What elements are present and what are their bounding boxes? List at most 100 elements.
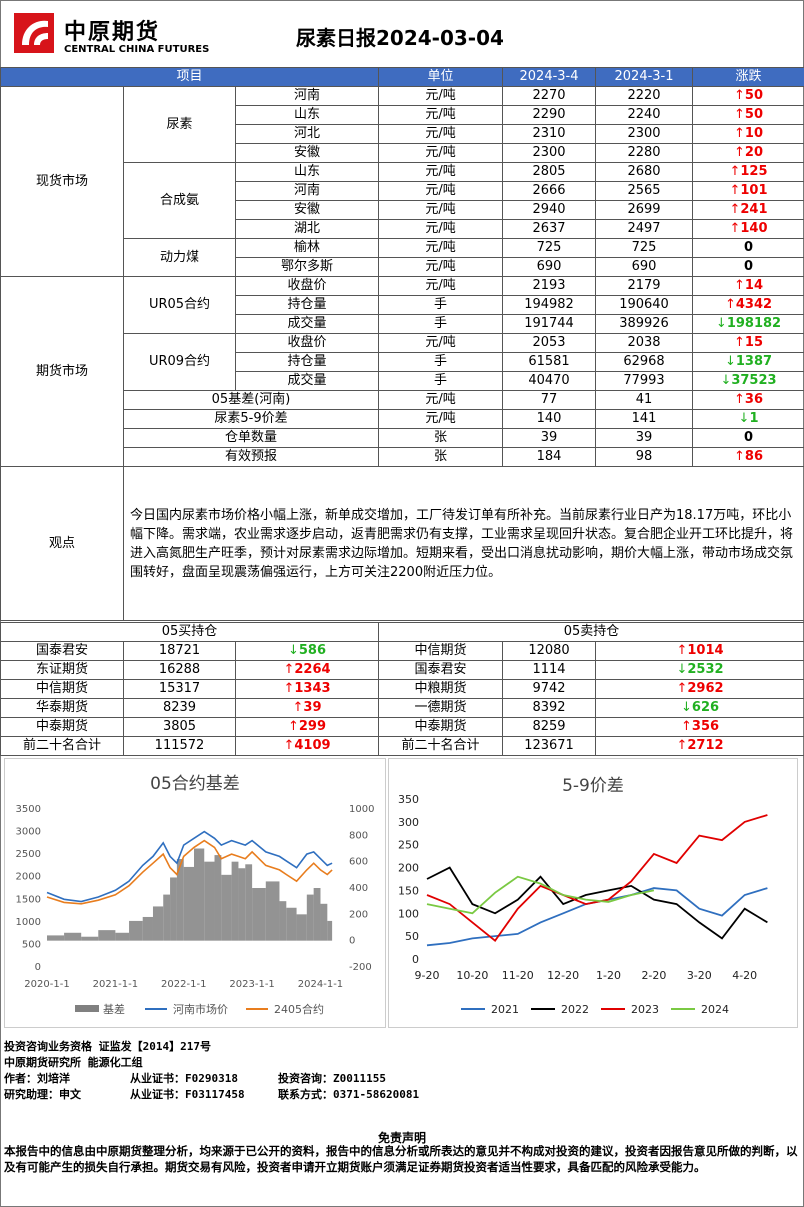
legend-item: 2024 [671, 1003, 729, 1016]
value-previous: 2280 [595, 143, 694, 163]
change-value: 2962 [687, 681, 724, 696]
y-right-tick-label: -200 [349, 962, 372, 973]
y-tick-label: 200 [398, 862, 419, 875]
y-tick-label: 0 [412, 953, 419, 966]
broker-short-name: 一德期货 [378, 698, 504, 718]
broker-short-change: ↑1014 [595, 641, 804, 661]
arrow-up-icon: ↑ [734, 278, 745, 293]
region-cell: 山东 [234, 162, 380, 182]
broker-long-value: 111572 [123, 736, 236, 756]
legend-item: 2405合约 [246, 1002, 324, 1016]
y-right-tick-label: 600 [349, 857, 368, 868]
basis-area-bar [47, 935, 65, 941]
arrow-up-icon: ↑ [729, 164, 741, 179]
legend-item: 2023 [601, 1003, 659, 1016]
series-line-henan [46, 830, 333, 903]
value-current: 2666 [502, 181, 597, 201]
value-current: 2637 [502, 219, 597, 239]
value-previous: 2220 [595, 86, 694, 106]
unit-cell: 元/吨 [378, 257, 504, 277]
unit-cell: 元/吨 [378, 276, 504, 296]
basis-area-bar [296, 914, 307, 941]
unit-cell: 手 [378, 352, 504, 372]
spread-chart: 5-9价差 0 50 100 150 200 250 300 350 9-20 10-20 11-2… [388, 758, 798, 1028]
change-value: 50 [744, 88, 764, 103]
x-tick-label: 9-20 [415, 969, 440, 982]
arrow-up-icon: ↑ [734, 107, 745, 122]
change-cell: ↑125 [692, 162, 804, 182]
region-cell: 河南 [234, 86, 380, 106]
change-value: 39 [303, 700, 322, 715]
short-positions-title: 05卖持仓 [378, 622, 804, 642]
view-row: 观点 今日国内尿素市场价格小幅上涨，新单成交增加，工厂待发订单有所补充。当前尿素行… [0, 466, 804, 621]
region-cell: 河北 [234, 124, 380, 144]
arrow-up-icon: ↑ [734, 449, 745, 464]
broker-short-change: ↑2712 [595, 736, 804, 756]
change-value: 2532 [687, 662, 724, 677]
basis-area-bar [286, 907, 297, 941]
unit-cell: 张 [378, 447, 504, 467]
value-previous: 2699 [595, 200, 694, 220]
change-cell: ↑10 [692, 124, 804, 144]
y-right-tick-label: 1000 [349, 804, 374, 815]
value-current: 191744 [502, 314, 597, 334]
y-tick-label: 300 [398, 816, 419, 829]
broker-short-name: 前二十名合计 [378, 736, 504, 756]
arrow-up-icon: ↑ [724, 297, 736, 312]
arrow-up-icon: ↑ [676, 738, 688, 753]
series-line-2023 [426, 814, 768, 943]
table-row: 华泰期货 8239 ↑39 一德期货 8392 ↓626 [0, 698, 804, 718]
change-cell: ↑20 [692, 143, 804, 163]
change-value: 1343 [294, 681, 331, 696]
broker-long-value: 15317 [123, 679, 236, 699]
region-cell: 鄂尔多斯 [234, 257, 380, 277]
positions-title-row: 05买持仓 05卖持仓 [0, 622, 804, 642]
unit-cell: 元/吨 [378, 409, 504, 429]
arrow-down-icon: ↓ [724, 354, 736, 369]
legend-item: 河南市场价 [145, 1002, 228, 1016]
region-cell: 河南 [234, 181, 380, 201]
arrow-up-icon: ↑ [676, 643, 688, 658]
basis-area-bar [194, 848, 205, 941]
change-cell: 0 [692, 257, 804, 277]
broker-long-name: 国泰君安 [0, 641, 124, 661]
broker-long-value: 8239 [123, 698, 236, 718]
legend-label: 2405合约 [274, 1002, 324, 1016]
broker-long-name: 华泰期货 [0, 698, 124, 718]
company-logo-icon [14, 13, 54, 53]
col-header-change: 涨跌 [692, 67, 804, 87]
y-tick-label: 150 [398, 884, 419, 897]
value-previous: 141 [595, 409, 694, 429]
unit-cell: 元/吨 [378, 86, 504, 106]
basis-area-bar [81, 936, 99, 941]
y-left-tick-label: 1000 [16, 917, 41, 928]
product-group-label: 尿素 [123, 86, 236, 163]
value-current: 77 [502, 390, 597, 410]
table-row: 成交量手 191744 389926 ↓198182 [1, 314, 804, 334]
broker-long-change: ↓586 [234, 641, 380, 661]
value-current: 140 [502, 409, 597, 429]
legend-label: 基差 [103, 1002, 125, 1016]
region-cell: 山东 [234, 105, 380, 125]
broker-short-name: 国泰君安 [378, 660, 504, 680]
legend-label: 2023 [631, 1003, 659, 1016]
x-tick-label: 1-20 [596, 969, 621, 982]
value-previous: 389926 [595, 314, 694, 334]
basis-area-bar [265, 881, 280, 941]
legend-item: 2021 [461, 1003, 519, 1016]
unit-cell: 手 [378, 295, 504, 315]
broker-long-name: 中泰期货 [0, 717, 124, 737]
change-value: 50 [744, 107, 764, 122]
arrow-up-icon: ↑ [676, 681, 688, 696]
value-previous: 2565 [595, 181, 694, 201]
x-tick-label: 10-20 [456, 969, 488, 982]
table-row: 中泰期货 3805 ↑299 中泰期货 8259 ↑356 [0, 717, 804, 737]
basis-area-bar [327, 920, 333, 941]
y-left-tick-label: 2500 [16, 849, 41, 860]
y-left-tick-label: 3500 [16, 804, 41, 815]
legend-label: 河南市场价 [173, 1002, 228, 1016]
legend-label: 2022 [561, 1003, 589, 1016]
change-cell: ↑140 [692, 219, 804, 239]
license-line: 投资咨询业务资格 证监发【2014】217号 [4, 1040, 211, 1053]
basis-chart: 05合约基差 0 500 1000 1500 2000 2500 3000 3500 -200 0… [4, 758, 386, 1028]
